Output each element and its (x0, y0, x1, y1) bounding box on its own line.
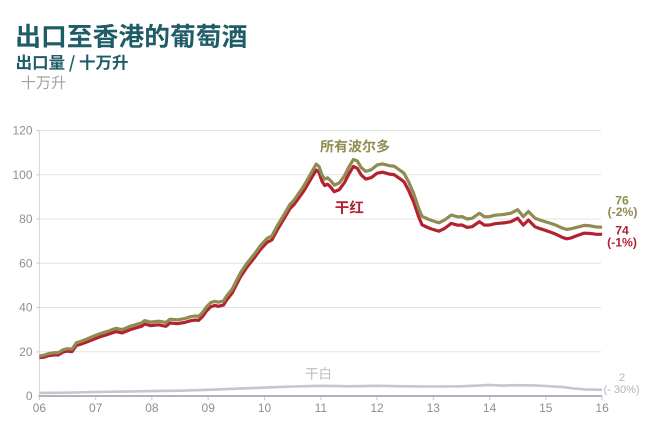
svg-text:40: 40 (19, 301, 33, 315)
svg-text:06: 06 (33, 401, 47, 415)
svg-text:14: 14 (483, 401, 497, 415)
svg-text:10: 10 (258, 401, 272, 415)
svg-text:11: 11 (315, 401, 328, 415)
svg-text:16: 16 (595, 401, 609, 415)
svg-text:74: 74 (615, 223, 629, 237)
svg-text:(-1%): (-1%) (607, 235, 637, 249)
svg-text:60: 60 (19, 256, 33, 270)
svg-text:07: 07 (89, 401, 103, 415)
svg-text:120: 120 (12, 124, 32, 138)
svg-text:76: 76 (615, 194, 629, 208)
svg-text:15: 15 (539, 401, 553, 415)
svg-text:12: 12 (370, 401, 384, 415)
svg-text:(-2%): (-2%) (608, 205, 638, 219)
svg-text:20: 20 (19, 345, 33, 359)
svg-text:0: 0 (26, 389, 33, 403)
svg-text:100: 100 (12, 168, 32, 182)
svg-text:08: 08 (145, 401, 159, 415)
svg-text:(- 30%): (- 30%) (603, 384, 639, 396)
svg-text:80: 80 (19, 212, 33, 226)
svg-text:13: 13 (427, 401, 441, 415)
svg-text:09: 09 (202, 401, 216, 415)
svg-text:2: 2 (619, 372, 625, 384)
